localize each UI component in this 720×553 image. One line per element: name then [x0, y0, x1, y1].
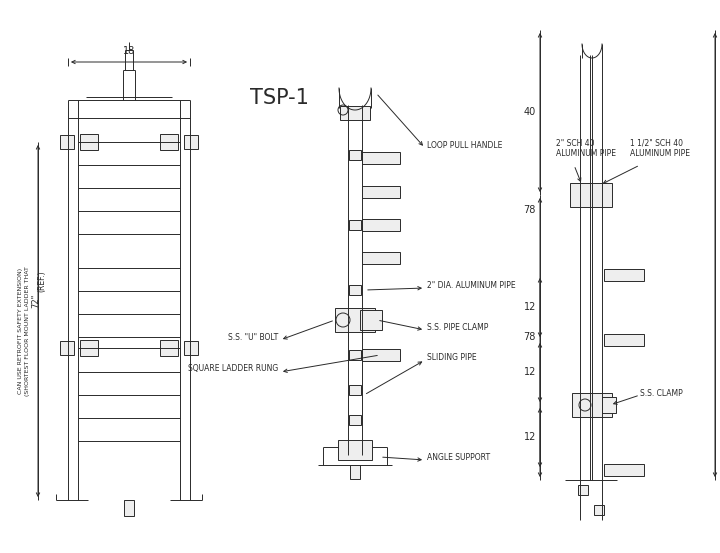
Bar	[362, 186, 400, 198]
Bar	[184, 135, 198, 149]
Bar	[570, 183, 612, 207]
Bar	[604, 334, 644, 346]
Text: SLIDING PIPE: SLIDING PIPE	[427, 352, 477, 362]
Text: S.S. CLAMP: S.S. CLAMP	[640, 389, 683, 398]
Text: CAN USE RETROFIT SAFETY EXTENSION): CAN USE RETROFIT SAFETY EXTENSION)	[19, 268, 24, 394]
Bar	[362, 252, 400, 264]
Text: SQUARE LADDER RUNG: SQUARE LADDER RUNG	[188, 364, 278, 373]
Bar	[160, 340, 178, 356]
Text: 2" SCH 40: 2" SCH 40	[556, 139, 595, 148]
Bar	[80, 134, 98, 150]
Text: ALUMINUM PIPE: ALUMINUM PIPE	[556, 149, 616, 158]
Bar	[602, 397, 616, 413]
Bar	[349, 220, 361, 230]
Bar	[340, 106, 370, 120]
Text: ALUMINUM PIPE: ALUMINUM PIPE	[630, 149, 690, 158]
Text: 12: 12	[523, 432, 536, 442]
Text: S.S. PIPE CLAMP: S.S. PIPE CLAMP	[427, 322, 488, 331]
Bar	[60, 135, 74, 149]
Bar	[362, 219, 400, 231]
Text: (REF.): (REF.)	[37, 270, 47, 292]
Text: ANGLE SUPPORT: ANGLE SUPPORT	[427, 452, 490, 462]
Text: 12: 12	[523, 367, 536, 377]
Bar	[349, 150, 361, 160]
Text: 18: 18	[123, 46, 135, 56]
Bar	[572, 393, 612, 417]
Text: 2" DIA. ALUMINUM PIPE: 2" DIA. ALUMINUM PIPE	[427, 280, 516, 290]
Text: 78: 78	[523, 205, 536, 215]
Text: TSP-1: TSP-1	[250, 88, 309, 108]
Bar	[124, 500, 134, 516]
Bar	[604, 464, 644, 476]
Bar	[349, 415, 361, 425]
Bar	[350, 465, 360, 479]
Text: (SHORTEST FLOOR MOUNT LADDER THAT: (SHORTEST FLOOR MOUNT LADDER THAT	[25, 266, 30, 396]
Bar	[362, 152, 400, 164]
Bar	[160, 134, 178, 150]
Bar	[594, 505, 604, 515]
Text: 78: 78	[523, 332, 536, 342]
Text: 1 1/2" SCH 40: 1 1/2" SCH 40	[630, 139, 683, 148]
Bar	[184, 341, 198, 355]
Text: LOOP PULL HANDLE: LOOP PULL HANDLE	[427, 140, 503, 149]
Text: 12: 12	[523, 302, 536, 312]
Bar	[338, 440, 372, 460]
Bar	[604, 269, 644, 281]
Text: S.S. "U" BOLT: S.S. "U" BOLT	[228, 332, 278, 342]
Bar	[60, 341, 74, 355]
Bar	[349, 385, 361, 395]
Text: 72": 72"	[32, 294, 40, 308]
Bar	[80, 340, 98, 356]
Bar	[360, 310, 382, 330]
Bar	[335, 308, 375, 332]
Bar	[349, 285, 361, 295]
Bar	[578, 485, 588, 495]
Bar	[362, 349, 400, 361]
Bar	[349, 350, 361, 360]
Text: 40: 40	[523, 107, 536, 117]
